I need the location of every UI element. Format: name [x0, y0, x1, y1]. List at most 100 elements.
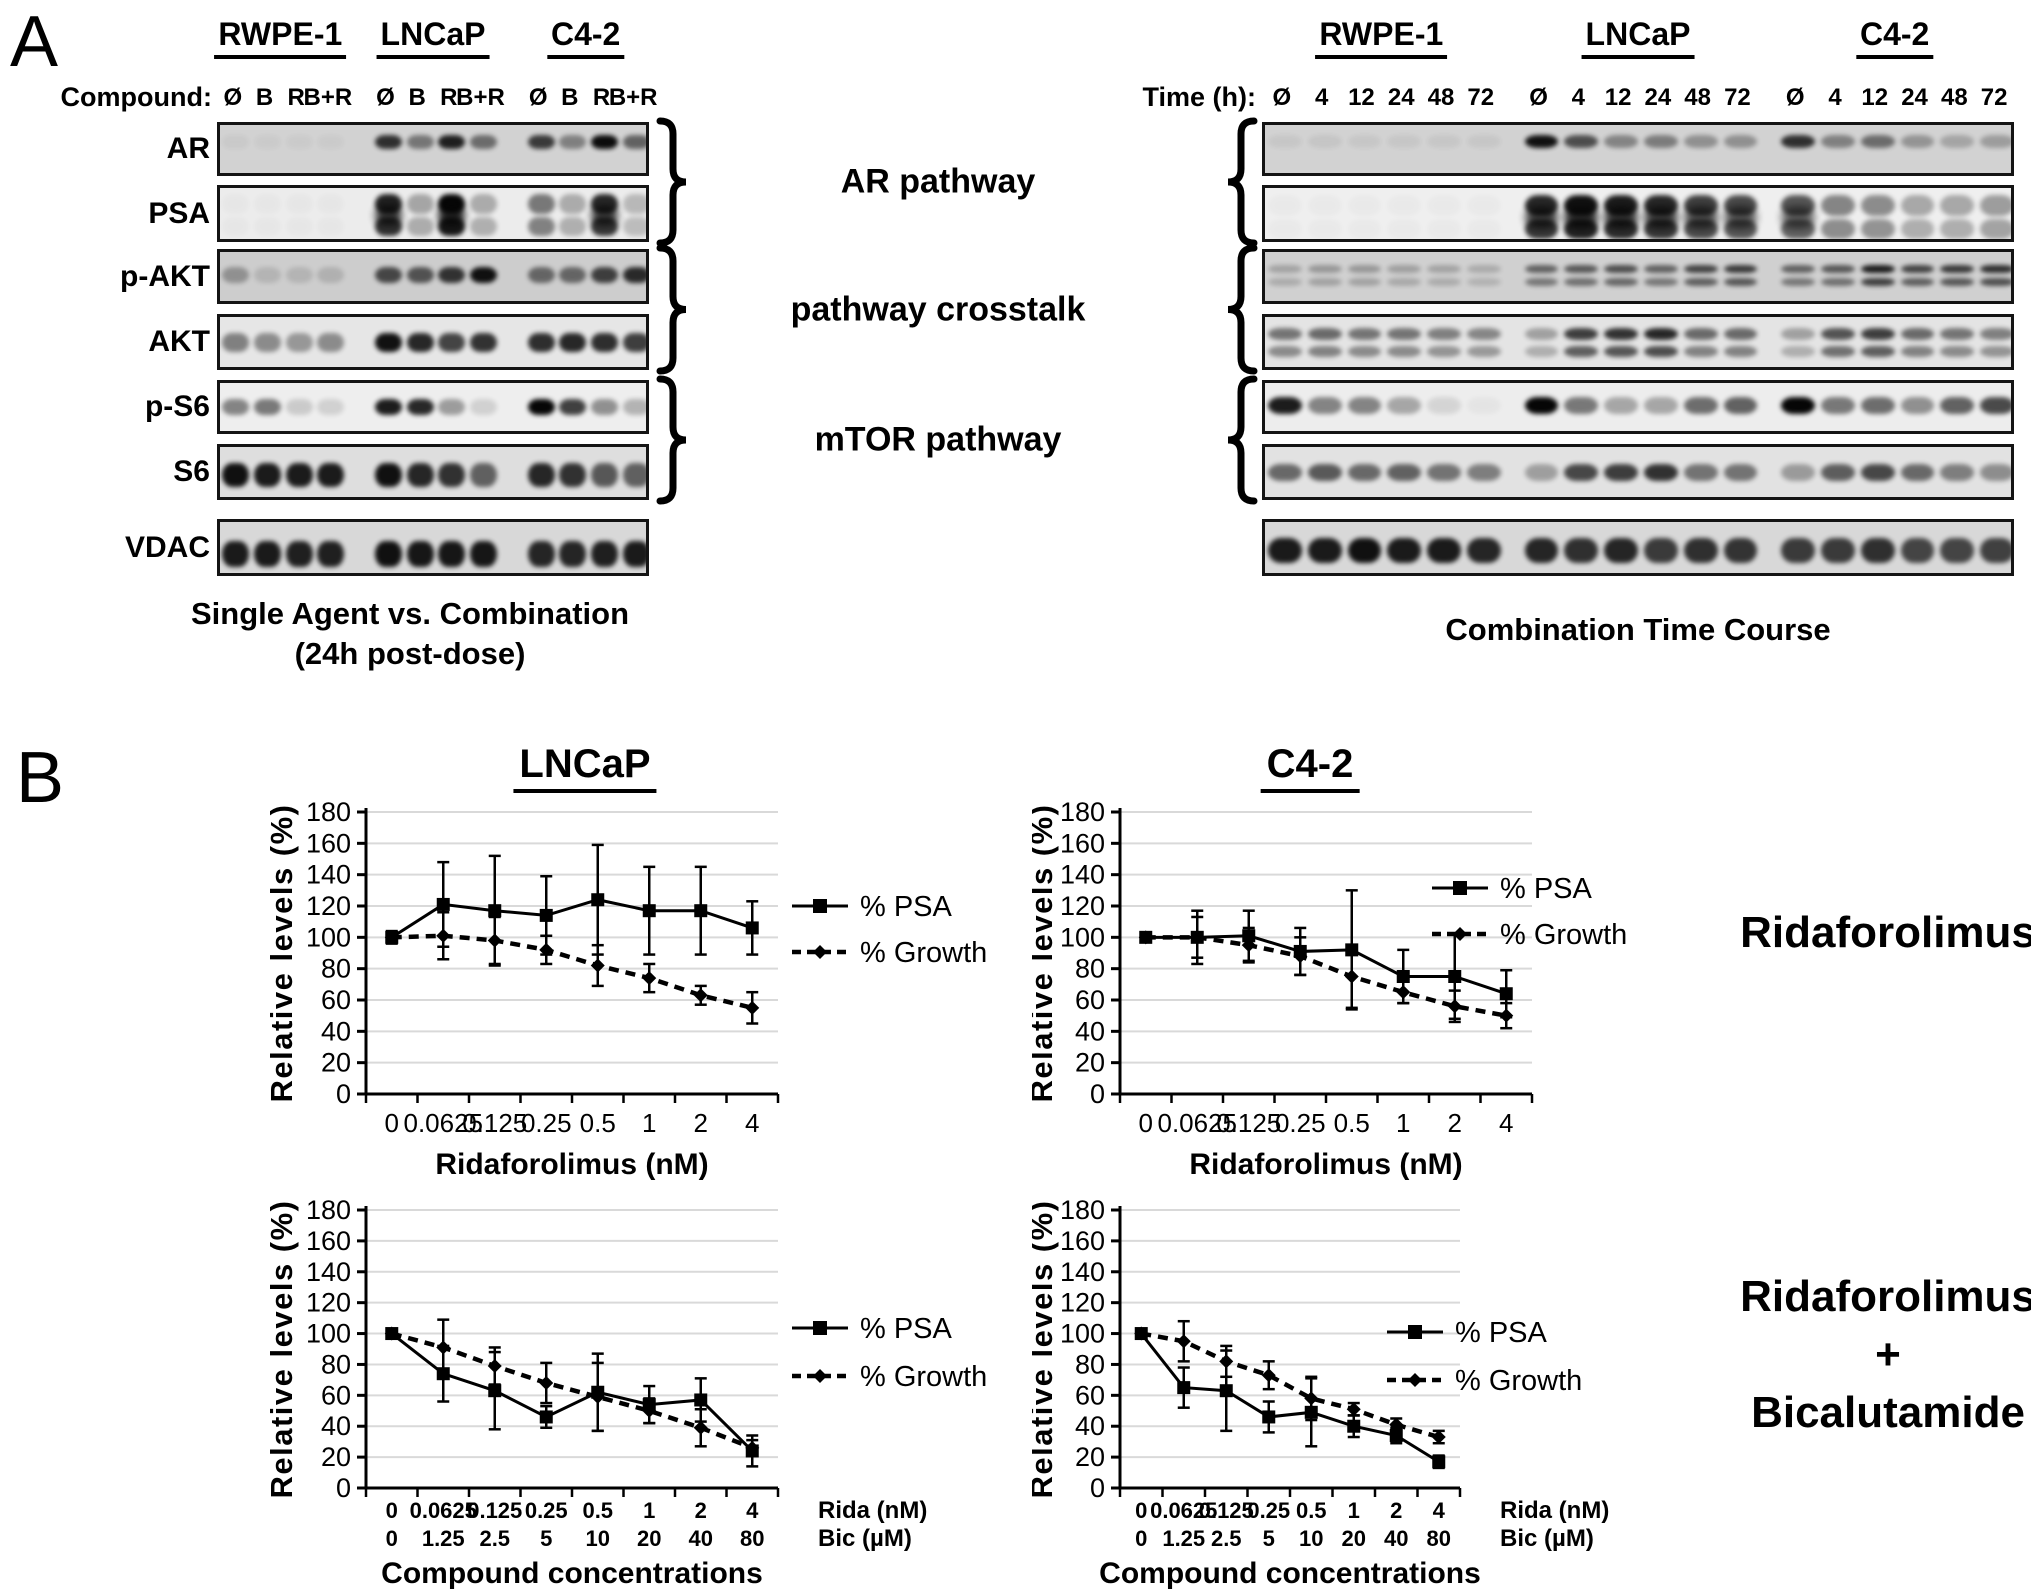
- lane-label: B: [255, 84, 274, 111]
- blot-band: [559, 332, 587, 352]
- y-tick-label: 40: [1075, 1411, 1105, 1441]
- blot-band: [1427, 397, 1461, 415]
- right-caption: Combination Time Course: [1445, 612, 1831, 647]
- x-tick-label: 2: [1448, 1108, 1462, 1138]
- blot-band: [285, 399, 313, 416]
- blot-band: [1604, 345, 1638, 357]
- blot-band: [317, 399, 345, 416]
- blot-band: [1940, 264, 1975, 274]
- lane-label: 72: [1467, 84, 1495, 111]
- x-axis-ticks: [1118, 1488, 1462, 1497]
- lane-label: B: [561, 84, 579, 111]
- blot-band: [1307, 328, 1342, 340]
- blot-row-vdac-left: [217, 519, 649, 576]
- blot-band: [1821, 195, 1855, 216]
- blot-band: [527, 216, 555, 237]
- blot-band: [1564, 134, 1599, 148]
- blot-band: [1821, 277, 1855, 287]
- cell-line-header-c4-2: C4-2: [546, 16, 625, 59]
- blot-band: [1683, 264, 1718, 274]
- blot-band: [622, 463, 646, 487]
- blot-band: [286, 194, 313, 213]
- y-axis-title: Relative levels (%): [264, 803, 299, 1102]
- brace-left-1: [656, 244, 687, 375]
- blot-band: [470, 540, 497, 568]
- blot-band: [470, 216, 497, 237]
- chart-col-title-lncap: LNCaP: [513, 742, 657, 793]
- series-psa: [1134, 1327, 1446, 1470]
- blot-band: [622, 194, 646, 214]
- x-tick-label: 0.5: [580, 1108, 616, 1138]
- blot-band: [1387, 134, 1422, 148]
- blot-band: [1821, 537, 1855, 564]
- x-tick-label-row2: 0: [386, 1526, 398, 1551]
- y-tick-label: 120: [1060, 891, 1105, 921]
- blot-band: [1860, 277, 1895, 287]
- blot-band: [1723, 277, 1758, 287]
- blot-band: [1347, 537, 1382, 564]
- y-tick-label: 0: [336, 1079, 351, 1109]
- y-tick-label: 160: [306, 828, 351, 858]
- y-tick-label: 120: [306, 1288, 351, 1318]
- blot-band: [559, 194, 587, 214]
- x-tick-label-row2: 2.5: [1211, 1526, 1242, 1551]
- axes: [364, 1206, 778, 1490]
- x-tick-label: 4: [745, 1108, 759, 1138]
- blot-band: [1723, 463, 1758, 481]
- blot-band: [1781, 463, 1816, 481]
- lane-label: 48: [1684, 84, 1712, 111]
- lane-label: Ø: [1529, 84, 1548, 111]
- y-tick-label: 0: [336, 1473, 351, 1503]
- blot-band: [1564, 463, 1599, 481]
- blot-band: [1348, 195, 1382, 216]
- cell-line-header-lncap: LNCaP: [376, 16, 490, 59]
- x-tick-label-row2: 40: [1384, 1526, 1408, 1551]
- blot-band: [1524, 328, 1559, 340]
- blot-band: [470, 463, 497, 487]
- blot-band: [1723, 397, 1758, 415]
- lane-label: B: [408, 84, 426, 111]
- blot-band: [1427, 195, 1461, 216]
- blot-row-label-p-s6: p-S6: [144, 390, 210, 423]
- blot-band: [406, 399, 434, 416]
- gridlines: [1120, 1209, 1460, 1459]
- blot-band: [1267, 397, 1302, 415]
- blot-band: [1524, 206, 1559, 230]
- blot-band: [1980, 264, 2011, 274]
- x-axis-ticks: [364, 1488, 780, 1497]
- blot-band: [1643, 277, 1678, 287]
- x-tick-label-row2: 80: [740, 1526, 764, 1551]
- blot-band: [527, 463, 555, 487]
- blot-row-label-psa: PSA: [148, 197, 210, 230]
- x-tick-label: 2: [695, 1498, 707, 1523]
- lane-label: 4: [1571, 84, 1586, 111]
- y-tick-label: 100: [1060, 1319, 1105, 1349]
- blot-band: [1980, 195, 2011, 216]
- lane-label: 4: [1828, 84, 1842, 111]
- lane-label: B+R: [456, 84, 505, 111]
- x-axis-title: Ridaforolimus (nM): [435, 1148, 708, 1181]
- blot-band: [1683, 397, 1718, 415]
- blot-band: [1980, 345, 2011, 357]
- blot-band: [1307, 264, 1342, 274]
- blot-band: [470, 332, 497, 352]
- y-tick-label: 60: [321, 1380, 351, 1410]
- lane-label: R: [440, 84, 458, 111]
- x-tick-label-row2: 40: [689, 1526, 713, 1551]
- blot-band: [285, 267, 313, 283]
- y-tick-label: 140: [306, 1257, 351, 1287]
- x-tick-label: 0.0625: [403, 1108, 483, 1138]
- blot-band: [1604, 328, 1638, 340]
- blot-band: [1267, 264, 1302, 274]
- lane-label: 24: [1644, 84, 1672, 111]
- legend-label-growth: % Growth: [1455, 1365, 1582, 1397]
- x-tick-label: 1: [1396, 1108, 1410, 1138]
- blot-band: [1604, 264, 1638, 274]
- panel-a-label: A: [10, 2, 59, 82]
- blot-band: [1900, 134, 1935, 148]
- x-row-label-rida: Rida (nM): [1500, 1497, 1609, 1524]
- blot-band: [1940, 328, 1975, 340]
